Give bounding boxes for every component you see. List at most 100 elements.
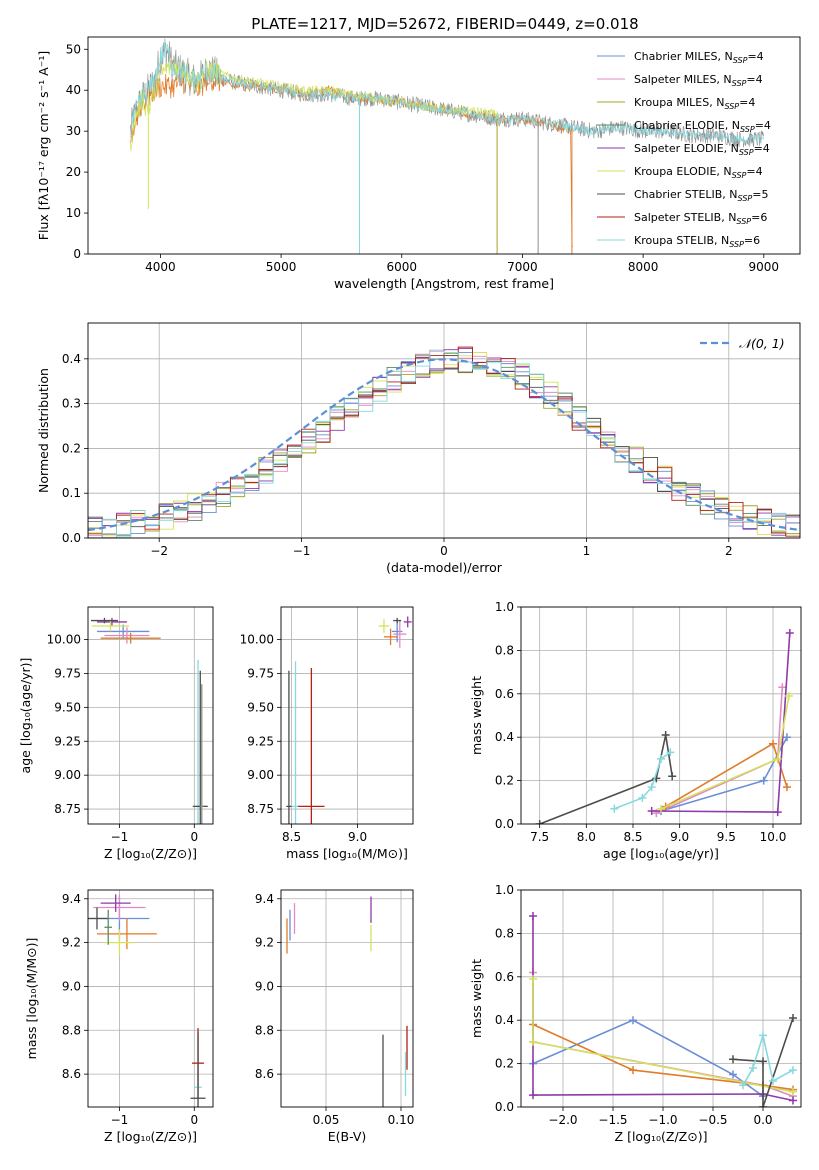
spectrum-ytick-label: 0	[73, 247, 81, 261]
mass-weight-vs-Z-xtick-label: 0.0	[753, 1113, 772, 1127]
age-vs-mass-ytick-label: 9.75	[247, 666, 274, 680]
spectrum-axes: 4000 5000 6000 7000 8000 9000 0 10 20 30 40 50 wavel…	[36, 42, 779, 291]
age-vs-Z-xtick-label: −1	[111, 830, 129, 844]
mass-vs-EBV-ytick-label: 8.8	[255, 1023, 274, 1037]
age-vs-Z-ytick-label: 9.25	[54, 734, 81, 748]
mass-weight-vs-Z-series-line-2	[532, 1023, 794, 1091]
age-vs-Z-axes: −1 0 8.75 9.00 9.25 9.50 9.75 10.00 Z [log₁₀(Z/Z…	[18, 607, 213, 861]
spectrum-xtick-label: 9000	[749, 260, 780, 274]
mass-weight-vs-age-marker	[610, 804, 619, 813]
mass-weight-vs-age-marker	[657, 804, 665, 813]
mass-weight-vs-Z-marker	[769, 1076, 777, 1085]
residuals-ytick-label: 0.3	[62, 397, 81, 411]
age-vs-Z-xlabel: Z [log₁₀(Z/Z⊙)]	[104, 846, 197, 861]
legend-label: Kroupa ELODIE, NSSP=4	[634, 165, 763, 180]
panels: 4000 5000 6000 7000 8000 900001020304050wavel…	[18, 36, 802, 1144]
residuals-xtick-label: −1	[293, 544, 311, 558]
residuals-ytick-label: 0.1	[62, 486, 81, 500]
mass-weight-vs-Z-ytick-label: 0.2	[495, 1057, 514, 1071]
mass-vs-Z-ytick-label: 9.4	[62, 892, 81, 906]
legend-label: Salpeter STELIB, NSSP=6	[634, 211, 767, 226]
spectrum-xtick-label: 8000	[628, 260, 659, 274]
mass-weight-vs-age-axes: 7.5 8.0 8.5 9.0 9.5 10.0 0.0 0.2 0.4 0.6 0.8 1.0 age…	[469, 600, 801, 861]
spectrum-ytick-label: 20	[66, 165, 81, 179]
residuals-xtick-label: 1	[583, 544, 591, 558]
spectrum-ytick-label: 50	[66, 42, 81, 56]
mass-weight-vs-Z-series-line-0	[532, 1019, 764, 1097]
spectrum-lines	[129, 38, 765, 254]
residuals-frame	[87, 322, 801, 539]
mass-weight-vs-Z-marker	[789, 1014, 797, 1023]
mass-weight-vs-age-ytick-label: 0.6	[495, 687, 514, 701]
residuals-xtick-label: 2	[725, 544, 733, 558]
legend-label: Salpeter MILES, NSSP=4	[634, 73, 763, 88]
mass-weight-vs-Z-marker	[729, 1070, 737, 1079]
mass-weight-vs-Z-xtick-label: −0.5	[698, 1113, 727, 1127]
mass-weight-vs-age-xtick-label: 9.5	[717, 830, 736, 844]
mass-vs-EBV-ytick-label: 9.2	[255, 936, 274, 950]
figure-title: PLATE=1217, MJD=52672, FIBERID=0449, z=0…	[251, 15, 638, 33]
mass-vs-Z-errorbar	[104, 929, 135, 956]
mass-vs-EBV-ytick-label: 9.0	[255, 979, 274, 993]
spectrum-frame	[87, 36, 801, 255]
spectrum-ytick-label: 30	[66, 124, 81, 138]
mass-weight-vs-age-marker	[783, 733, 791, 742]
mass-weight-vs-Z-marker	[789, 1096, 797, 1105]
spectrum-ytick-label: 40	[66, 83, 81, 97]
mass-weight-vs-age-marker	[668, 772, 677, 781]
mass-weight-vs-Z-ytick-label: 0.8	[495, 926, 514, 940]
mass-vs-Z-errorbar	[190, 1032, 206, 1107]
age-vs-mass-ytick-label: 9.25	[247, 734, 274, 748]
mass-weight-vs-Z-xtick-label: −2.0	[548, 1113, 577, 1127]
legend-label: Chabrier ELODIE, NSSP=4	[634, 119, 771, 134]
mass-weight-vs-Z-xlabel: Z [log₁₀(Z/Z⊙)]	[615, 1129, 708, 1144]
mass-weight-vs-age-marker	[785, 629, 794, 638]
mass-weight-vs-Z-frame	[520, 889, 802, 1108]
age-vs-mass-ytick-label: 9.50	[247, 700, 274, 714]
mass-vs-EBV-frame	[280, 889, 414, 1108]
mass-weight-vs-Z-marker	[629, 1016, 637, 1025]
age-vs-Z-errorbar	[96, 617, 127, 626]
spectrum-model-line-2	[129, 39, 765, 144]
residuals-xtick-label: 0	[440, 544, 448, 558]
legend-label: Kroupa MILES, NSSP=4	[634, 96, 755, 111]
mass-weight-vs-Z-marker	[529, 1037, 537, 1046]
age-vs-mass-xtick-label: 9.0	[348, 830, 367, 844]
age-vs-Z-xtick-label: 0	[190, 830, 198, 844]
spectrum-ytick-label: 10	[66, 206, 81, 220]
mass-vs-Z-errorbar	[104, 909, 112, 945]
age-vs-mass-errorbar	[378, 619, 390, 633]
spectrum-legend: Chabrier MILES, NSSP=4 Salpeter MILES, NS…	[597, 50, 771, 249]
mass-weight-vs-Z-ytick-label: 1.0	[495, 883, 514, 897]
mass-weight-vs-age-marker	[783, 783, 791, 792]
mass-weight-vs-Z-lines	[529, 912, 797, 1107]
mass-weight-vs-Z-marker	[629, 1066, 637, 1075]
mass-vs-Z-errorbar	[93, 894, 146, 921]
mass-weight-vs-age-marker	[773, 754, 782, 763]
residuals-xtick-label: −2	[150, 544, 168, 558]
mass-vs-EBV-xtick-label: 0.05	[313, 1113, 340, 1127]
mass-weight-vs-age-marker	[769, 739, 777, 748]
mass-vs-EBV-axes: 0.05 0.10 8.6 8.8 9.0 9.2 9.4 E(B-V)	[255, 890, 414, 1144]
mass-weight-vs-Z-marker	[789, 1066, 797, 1075]
residuals-ytick-label: 0.4	[62, 352, 81, 366]
mass-weight-vs-Z-ylabel: mass weight	[469, 959, 484, 1038]
spectrum-xtick-label: 7000	[507, 260, 538, 274]
mass-weight-vs-age-xlabel: age [log₁₀(age/yr)]	[603, 846, 719, 861]
age-vs-mass-ytick-label: 9.00	[247, 768, 274, 782]
mass-vs-EBV-xtick-label: 0.10	[388, 1113, 415, 1127]
residuals-xlabel: (data-model)/error	[386, 560, 503, 575]
mass-weight-vs-age-ytick-label: 0.0	[495, 817, 514, 831]
mass-weight-vs-age-marker	[647, 783, 656, 792]
age-vs-mass-errorbar	[393, 620, 407, 648]
mass-vs-Z-points	[88, 894, 206, 1107]
mass-weight-vs-age-xtick-label: 9.0	[670, 830, 689, 844]
age-vs-mass-errorbar	[383, 628, 398, 645]
mass-vs-Z-errorbar	[100, 894, 131, 912]
mass-vs-Z-ytick-label: 9.0	[62, 979, 81, 993]
age-vs-mass-points	[286, 616, 412, 824]
mass-weight-vs-age-marker	[666, 748, 675, 757]
spectrum-ylabel: Flux [fλ10⁻¹⁷ erg cm⁻² s⁻¹ A⁻¹]	[36, 51, 51, 240]
mass-weight-vs-age-marker	[759, 776, 768, 785]
